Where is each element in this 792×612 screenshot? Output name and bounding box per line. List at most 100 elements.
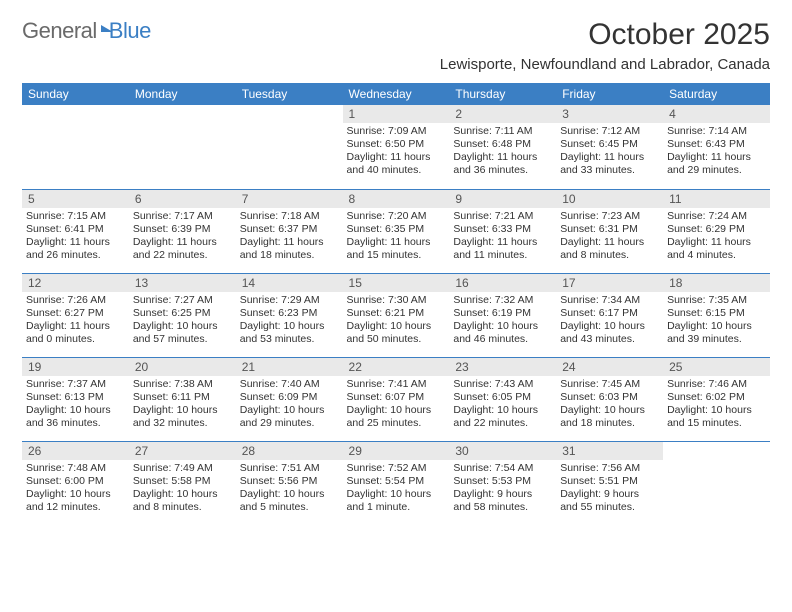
calendar-day-cell: 2Sunrise: 7:11 AMSunset: 6:48 PMDaylight… [449,105,556,189]
daylight-text: Daylight: 10 hours and 25 minutes. [347,404,446,430]
weekday-header: Tuesday [236,83,343,105]
brand-name-blue: Blue [109,18,151,44]
day-number: 17 [556,274,663,292]
sunrise-text: Sunrise: 7:24 AM [667,210,766,223]
sunset-text: Sunset: 6:45 PM [560,138,659,151]
calendar-week-row: 12Sunrise: 7:26 AMSunset: 6:27 PMDayligh… [22,273,770,357]
sunset-text: Sunset: 6:21 PM [347,307,446,320]
sunrise-text: Sunrise: 7:40 AM [240,378,339,391]
calendar-day-cell: 19Sunrise: 7:37 AMSunset: 6:13 PMDayligh… [22,357,129,441]
day-number: 26 [22,442,129,460]
daylight-text: Daylight: 11 hours and 11 minutes. [453,236,552,262]
daylight-text: Daylight: 10 hours and 15 minutes. [667,404,766,430]
calendar-week-row: ...1Sunrise: 7:09 AMSunset: 6:50 PMDayli… [22,105,770,189]
day-number: 8 [343,190,450,208]
daylight-text: Daylight: 11 hours and 4 minutes. [667,236,766,262]
calendar-day-cell: 10 Sunrise: 7:23 AMSunset: 6:31 PMDayligh… [556,189,663,273]
sunset-text: Sunset: 6:05 PM [453,391,552,404]
weekday-header: Sunday [22,83,129,105]
calendar-empty-cell: . [663,441,770,525]
sunset-text: Sunset: 6:48 PM [453,138,552,151]
daylight-text: Daylight: 10 hours and 39 minutes. [667,320,766,346]
sunset-text: Sunset: 6:31 PM [560,223,659,236]
calendar-day-cell: 12Sunrise: 7:26 AMSunset: 6:27 PMDayligh… [22,273,129,357]
daylight-text: Daylight: 10 hours and 46 minutes. [453,320,552,346]
sunset-text: Sunset: 6:25 PM [133,307,232,320]
sunrise-text: Sunrise: 7:41 AM [347,378,446,391]
sunset-text: Sunset: 6:11 PM [133,391,232,404]
calendar-day-cell: 30Sunrise: 7:54 AMSunset: 5:53 PMDayligh… [449,441,556,525]
day-number: 19 [22,358,129,376]
sunset-text: Sunset: 5:54 PM [347,475,446,488]
calendar-day-cell: 23Sunrise: 7:43 AMSunset: 6:05 PMDayligh… [449,357,556,441]
calendar-day-cell: 1Sunrise: 7:09 AMSunset: 6:50 PMDaylight… [343,105,450,189]
daylight-text: Daylight: 10 hours and 22 minutes. [453,404,552,430]
calendar-header-row: SundayMondayTuesdayWednesdayThursdayFrid… [22,83,770,105]
sunset-text: Sunset: 6:23 PM [240,307,339,320]
day-number: 6 [129,190,236,208]
daylight-text: Daylight: 11 hours and 8 minutes. [560,236,659,262]
daylight-text: Daylight: 9 hours and 58 minutes. [453,488,552,514]
sunrise-text: Sunrise: 7:48 AM [26,462,125,475]
calendar-day-cell: 31Sunrise: 7:56 AMSunset: 5:51 PMDayligh… [556,441,663,525]
daylight-text: Daylight: 10 hours and 12 minutes. [26,488,125,514]
sunrise-text: Sunrise: 7:26 AM [26,294,125,307]
calendar-day-cell: 16Sunrise: 7:32 AMSunset: 6:19 PMDayligh… [449,273,556,357]
calendar-day-cell: 11Sunrise: 7:24 AMSunset: 6:29 PMDayligh… [663,189,770,273]
daylight-text: Daylight: 10 hours and 32 minutes. [133,404,232,430]
sunset-text: Sunset: 6:17 PM [560,307,659,320]
sunrise-text: Sunrise: 7:18 AM [240,210,339,223]
calendar-day-cell: 15Sunrise: 7:30 AMSunset: 6:21 PMDayligh… [343,273,450,357]
day-number: 10 [556,190,663,208]
sunrise-text: Sunrise: 7:34 AM [560,294,659,307]
daylight-text: Daylight: 10 hours and 43 minutes. [560,320,659,346]
sunrise-text: Sunrise: 7:52 AM [347,462,446,475]
sunrise-text: Sunrise: 7:23 AM [560,210,659,223]
calendar-empty-cell: . [236,105,343,189]
daylight-text: Daylight: 9 hours and 55 minutes. [560,488,659,514]
daylight-text: Daylight: 11 hours and 18 minutes. [240,236,339,262]
sunset-text: Sunset: 6:07 PM [347,391,446,404]
daylight-text: Daylight: 11 hours and 33 minutes. [560,151,659,177]
sunset-text: Sunset: 6:33 PM [453,223,552,236]
sunset-text: Sunset: 6:41 PM [26,223,125,236]
day-number: 24 [556,358,663,376]
sunset-text: Sunset: 6:43 PM [667,138,766,151]
weekday-header: Thursday [449,83,556,105]
sunset-text: Sunset: 6:02 PM [667,391,766,404]
day-number: 9 [449,190,556,208]
calendar-empty-cell: . [129,105,236,189]
day-number: 3 [556,105,663,123]
daylight-text: Daylight: 10 hours and 5 minutes. [240,488,339,514]
calendar-empty-cell: . [22,105,129,189]
day-number: 16 [449,274,556,292]
page: General Blue October 2025 Lewisporte, Ne… [0,0,792,535]
weekday-header: Friday [556,83,663,105]
daylight-text: Daylight: 10 hours and 53 minutes. [240,320,339,346]
daylight-text: Daylight: 10 hours and 18 minutes. [560,404,659,430]
calendar-day-cell: 18Sunrise: 7:35 AMSunset: 6:15 PMDayligh… [663,273,770,357]
weekday-header: Saturday [663,83,770,105]
sunset-text: Sunset: 5:53 PM [453,475,552,488]
sunrise-text: Sunrise: 7:09 AM [347,125,446,138]
day-number: 28 [236,442,343,460]
sunset-text: Sunset: 5:51 PM [560,475,659,488]
calendar-week-row: 5Sunrise: 7:15 AMSunset: 6:41 PMDaylight… [22,189,770,273]
sunrise-text: Sunrise: 7:32 AM [453,294,552,307]
day-number: 20 [129,358,236,376]
sunrise-text: Sunrise: 7:14 AM [667,125,766,138]
sunrise-text: Sunrise: 7:12 AM [560,125,659,138]
calendar-table: SundayMondayTuesdayWednesdayThursdayFrid… [22,83,770,525]
calendar-day-cell: 5Sunrise: 7:15 AMSunset: 6:41 PMDaylight… [22,189,129,273]
day-number: 7 [236,190,343,208]
sunset-text: Sunset: 6:13 PM [26,391,125,404]
calendar-day-cell: 21Sunrise: 7:40 AMSunset: 6:09 PMDayligh… [236,357,343,441]
sunset-text: Sunset: 5:56 PM [240,475,339,488]
sunrise-text: Sunrise: 7:27 AM [133,294,232,307]
sunrise-text: Sunrise: 7:51 AM [240,462,339,475]
sunrise-text: Sunrise: 7:45 AM [560,378,659,391]
title-block: October 2025 Lewisporte, Newfoundland an… [440,18,770,73]
calendar-week-row: 19Sunrise: 7:37 AMSunset: 6:13 PMDayligh… [22,357,770,441]
day-number: 5 [22,190,129,208]
daylight-text: Daylight: 10 hours and 50 minutes. [347,320,446,346]
